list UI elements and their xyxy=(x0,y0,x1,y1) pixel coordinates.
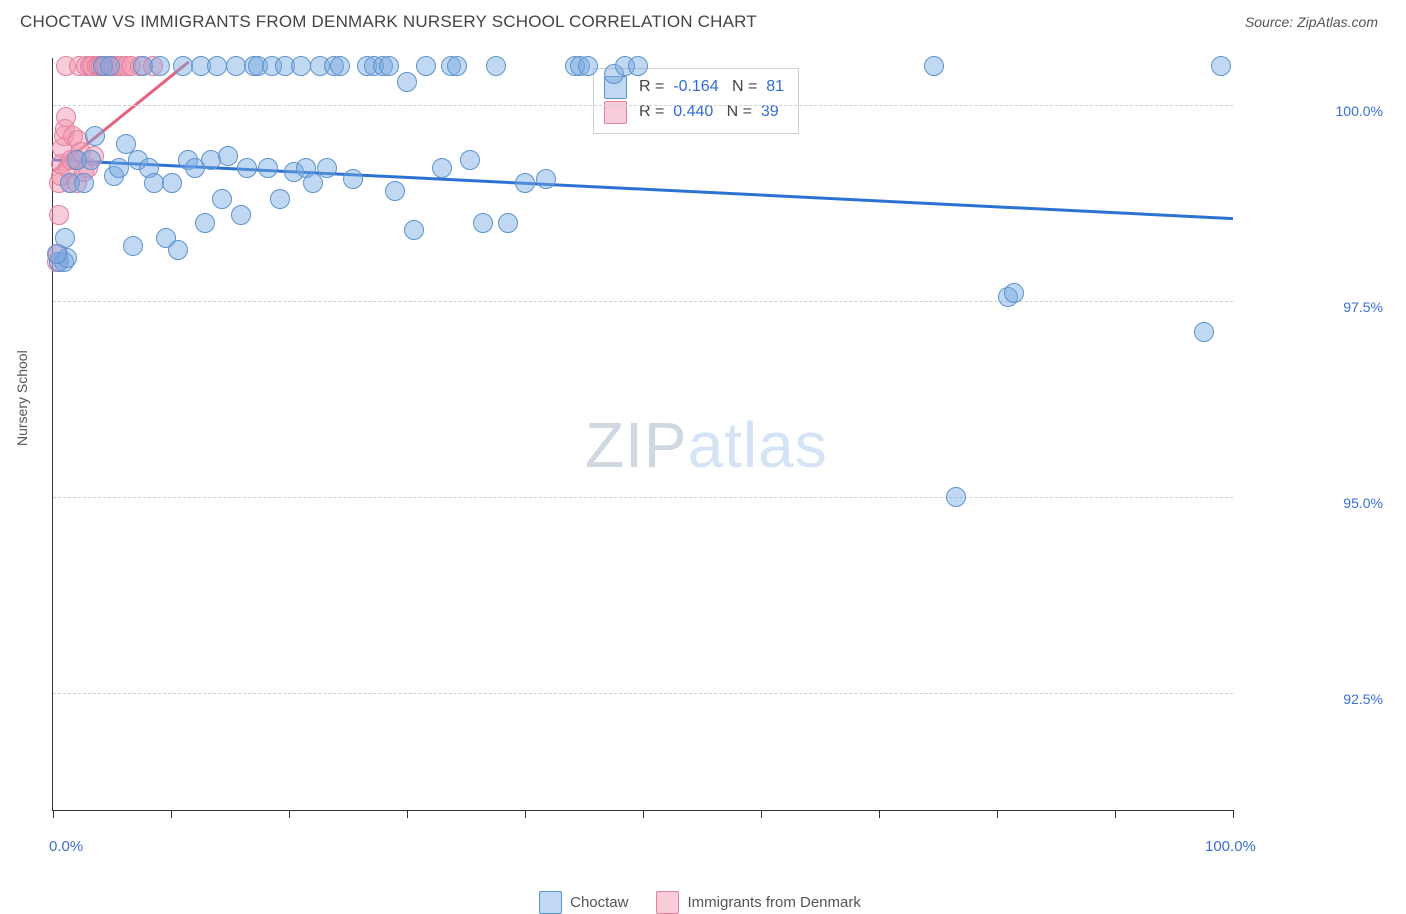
stat-text-denmark: R = 0.440 N = 39 xyxy=(639,100,779,125)
x-tick-label: 0.0% xyxy=(49,838,83,855)
x-tick xyxy=(879,810,880,818)
y-tick-label: 95.0% xyxy=(1343,495,1383,511)
data-point-choctaw xyxy=(100,56,120,76)
data-point-choctaw xyxy=(473,213,493,233)
data-point-choctaw xyxy=(123,236,143,256)
legend-swatch-choctaw xyxy=(539,891,562,914)
data-point-choctaw xyxy=(303,173,323,193)
gridline-h xyxy=(53,497,1233,498)
x-tick xyxy=(525,810,526,818)
x-tick xyxy=(761,810,762,818)
data-point-choctaw xyxy=(404,220,424,240)
x-tick xyxy=(997,810,998,818)
data-point-choctaw xyxy=(81,150,101,170)
data-point-choctaw xyxy=(416,56,436,76)
source-attribution: Source: ZipAtlas.com xyxy=(1245,14,1378,30)
data-point-choctaw xyxy=(85,126,105,146)
data-point-choctaw xyxy=(195,213,215,233)
x-tick xyxy=(289,810,290,818)
data-point-choctaw xyxy=(385,181,405,201)
legend-label-choctaw: Choctaw xyxy=(570,894,628,911)
watermark-atlas: atlas xyxy=(688,409,828,481)
x-tick xyxy=(1115,810,1116,818)
gridline-h xyxy=(53,693,1233,694)
data-point-choctaw xyxy=(212,189,232,209)
data-point-choctaw xyxy=(168,240,188,260)
legend-label-denmark: Immigrants from Denmark xyxy=(687,894,860,911)
data-point-choctaw xyxy=(207,56,227,76)
legend-item-choctaw: Choctaw xyxy=(539,891,628,914)
plot-area: ZIPatlas R = -0.164 N = 81R = 0.440 N = … xyxy=(52,58,1233,811)
legend: Choctaw Immigrants from Denmark xyxy=(20,891,1380,914)
data-point-choctaw xyxy=(270,189,290,209)
watermark-zip: ZIP xyxy=(585,409,688,481)
data-point-choctaw xyxy=(291,56,311,76)
y-tick-label: 97.5% xyxy=(1343,299,1383,315)
gridline-h xyxy=(53,105,1233,106)
y-axis-label: Nursery School xyxy=(14,350,30,446)
x-tick xyxy=(407,810,408,818)
watermark: ZIPatlas xyxy=(585,408,828,482)
gridline-h xyxy=(53,301,1233,302)
data-point-choctaw xyxy=(317,158,337,178)
data-point-choctaw xyxy=(447,56,467,76)
data-point-choctaw xyxy=(946,487,966,507)
data-point-choctaw xyxy=(1004,283,1024,303)
y-tick-label: 100.0% xyxy=(1336,103,1383,119)
stat-row-denmark: R = 0.440 N = 39 xyxy=(604,100,784,125)
legend-item-denmark: Immigrants from Denmark xyxy=(656,891,860,914)
data-point-choctaw xyxy=(486,56,506,76)
stats-box: R = -0.164 N = 81R = 0.440 N = 39 xyxy=(593,68,799,134)
data-point-choctaw xyxy=(237,158,257,178)
data-point-choctaw xyxy=(162,173,182,193)
y-tick-label: 92.5% xyxy=(1343,691,1383,707)
data-point-choctaw xyxy=(578,56,598,76)
data-point-choctaw xyxy=(498,213,518,233)
stat-row-choctaw: R = -0.164 N = 81 xyxy=(604,75,784,100)
chart-container: Nursery School ZIPatlas R = -0.164 N = 8… xyxy=(20,46,1380,866)
data-point-choctaw xyxy=(150,56,170,76)
chart-title: CHOCTAW VS IMMIGRANTS FROM DENMARK NURSE… xyxy=(20,12,757,32)
data-point-choctaw xyxy=(258,158,278,178)
x-tick xyxy=(53,810,54,818)
data-point-denmark xyxy=(56,107,76,127)
data-point-choctaw xyxy=(536,169,556,189)
data-point-choctaw xyxy=(74,173,94,193)
x-tick-label: 100.0% xyxy=(1205,838,1256,855)
data-point-choctaw xyxy=(218,146,238,166)
trendline-choctaw xyxy=(53,160,1233,219)
data-point-choctaw xyxy=(343,169,363,189)
data-point-choctaw xyxy=(330,56,350,76)
data-point-choctaw xyxy=(231,205,251,225)
stat-text-choctaw: R = -0.164 N = 81 xyxy=(639,75,784,100)
data-point-choctaw xyxy=(109,158,129,178)
x-tick xyxy=(171,810,172,818)
data-point-choctaw xyxy=(379,56,399,76)
data-point-choctaw xyxy=(460,150,480,170)
data-point-choctaw xyxy=(1194,322,1214,342)
data-point-choctaw xyxy=(924,56,944,76)
data-point-choctaw xyxy=(55,228,75,248)
data-point-choctaw xyxy=(397,72,417,92)
x-tick xyxy=(643,810,644,818)
data-point-choctaw xyxy=(628,56,648,76)
data-point-choctaw xyxy=(432,158,452,178)
x-tick xyxy=(1233,810,1234,818)
trend-lines xyxy=(53,58,1233,810)
data-point-choctaw xyxy=(1211,56,1231,76)
data-point-choctaw xyxy=(515,173,535,193)
data-point-denmark xyxy=(49,205,69,225)
legend-swatch-denmark xyxy=(656,891,679,914)
